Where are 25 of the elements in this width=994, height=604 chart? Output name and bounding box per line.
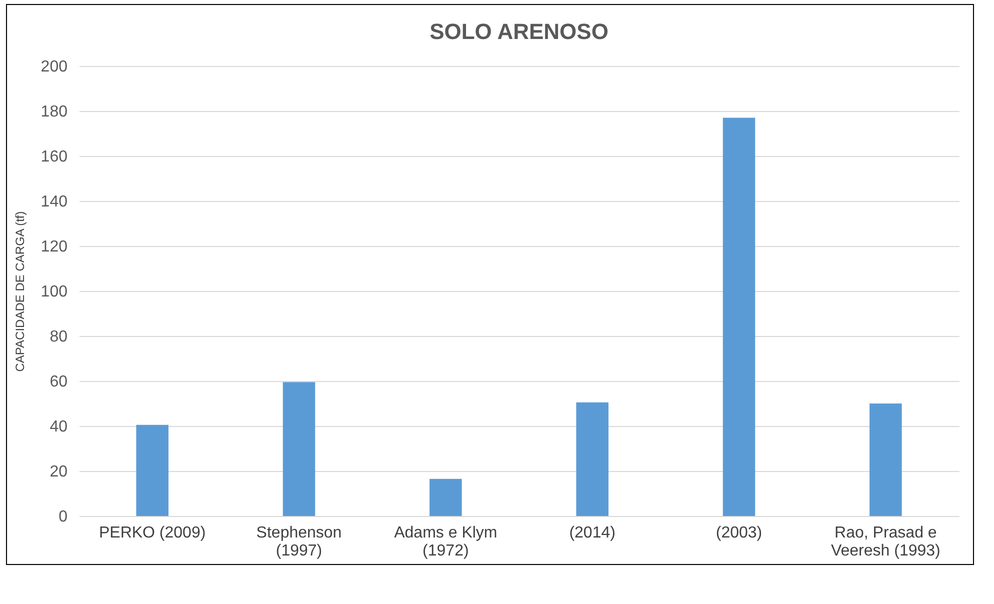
- y-tick-label: 160: [40, 148, 68, 166]
- chart-title: SOLO ARENOSO: [430, 19, 608, 44]
- x-tick-label: Rao, Prasad e Veeresh (1993): [830, 524, 940, 560]
- y-tick-label: 120: [40, 238, 68, 256]
- bar: [870, 404, 902, 516]
- bar: [136, 424, 168, 516]
- x-tick-label: (2014): [569, 524, 616, 542]
- y-axis-title: CAPACIDADE DE CARGA (tf): [12, 211, 27, 372]
- y-tick-label: 100: [40, 284, 68, 300]
- y-tick-label: 180: [40, 104, 68, 120]
- bar: [722, 118, 756, 516]
- x-tick-label: Stephenson (1997): [256, 524, 342, 560]
- bar: [282, 382, 316, 516]
- x-tick-label: PERKO (2009): [98, 524, 206, 542]
- y-tick-label: 140: [40, 194, 68, 210]
- x-tick-label: Adams e Klym (1972): [394, 524, 498, 560]
- bar: [430, 478, 462, 516]
- x-tick-label: (2003): [716, 524, 762, 542]
- y-tick-label: 60: [50, 374, 68, 390]
- y-tick-label: 200: [40, 58, 68, 76]
- y-tick-label: 20: [50, 464, 68, 480]
- bar: [576, 402, 608, 516]
- y-tick-label: 0: [58, 508, 68, 526]
- y-tick-label: 40: [50, 418, 68, 436]
- y-tick-label: 80: [50, 328, 68, 346]
